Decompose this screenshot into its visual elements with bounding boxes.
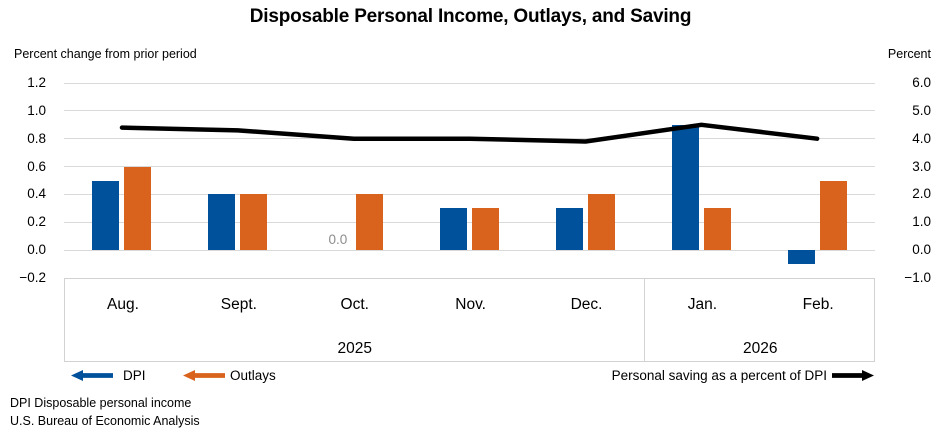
left-axis-tick-label: 0.2 — [27, 214, 46, 230]
month-label-oct: Oct. — [340, 296, 369, 313]
gridline — [64, 166, 875, 168]
gridline — [64, 193, 875, 195]
dpi-bar-feb — [787, 250, 815, 265]
month-label-nov: Nov. — [455, 296, 486, 313]
right-axis-tick-label: 2.0 — [912, 186, 931, 202]
dpi-bar-sept — [208, 194, 236, 251]
right-axis-tick-label: −1.0 — [904, 270, 931, 285]
right-axis-tick-label: 1.0 — [912, 214, 931, 230]
left-axis-tick-label: 0.6 — [27, 158, 46, 174]
left-axis-tick-label: −0.2 — [19, 270, 46, 285]
right-axis-tick-label: 5.0 — [912, 102, 931, 118]
outlays-legend-arrow-icon — [183, 370, 225, 381]
footnotes: DPI Disposable personal income U.S. Bure… — [10, 394, 200, 430]
gridline — [64, 249, 875, 251]
footnote-source: U.S. Bureau of Economic Analysis — [10, 414, 200, 428]
outlays-bar-feb — [819, 180, 847, 251]
month-label-feb: Feb. — [802, 296, 834, 313]
gridline — [64, 110, 875, 112]
dpi-bar-dec — [556, 208, 584, 251]
dpi-legend-label: DPI — [123, 368, 146, 383]
left-axis-tick-label: 1.0 — [27, 102, 46, 118]
dpi-bar-aug — [92, 180, 120, 251]
dpi-legend-arrow-icon — [71, 370, 113, 381]
gridline — [64, 82, 875, 84]
year-label: 2025 — [337, 340, 372, 357]
left-axis-tick-label: 0.4 — [27, 186, 46, 202]
year-section-divider — [643, 279, 645, 361]
chart-title: Disposable Personal Income, Outlays, and… — [249, 6, 692, 27]
saving-line-legend-arrow-icon — [832, 370, 874, 381]
right-axis-tick-label: 0.0 — [912, 242, 931, 258]
month-label-aug: Aug. — [107, 296, 139, 313]
plot-area: 0.0 — [64, 82, 875, 279]
month-label-dec: Dec. — [570, 296, 603, 313]
right-axis-tick-label: 3.0 — [912, 158, 931, 174]
footnote-dpi-definition: DPI Disposable personal income — [10, 396, 192, 410]
zero-value-label: 0.0 — [328, 232, 348, 248]
outlays-legend-label: Outlays — [230, 368, 276, 383]
chart-legend: DPI Outlays Personal saving as a percent… — [0, 366, 941, 386]
dpi-bar-nov — [440, 208, 468, 251]
outlays-bar-sept — [240, 194, 268, 251]
outlays-bar-dec — [588, 194, 616, 251]
right-axis-caption: Percent — [887, 47, 931, 61]
gridline — [64, 221, 875, 223]
saving-line-legend-label: Personal saving as a percent of DPI — [611, 368, 827, 383]
right-axis-tick-label: 6.0 — [912, 75, 931, 90]
left-axis-tick-label: 1.2 — [27, 75, 46, 90]
outlays-bar-aug — [124, 166, 152, 251]
year-label: 2026 — [743, 340, 778, 357]
dpi-bar-jan — [671, 124, 699, 251]
month-label-jan: Jan. — [687, 296, 718, 313]
outlays-bar-oct — [356, 194, 384, 251]
month-label-sept: Sept. — [220, 296, 257, 313]
outlays-bar-nov — [472, 208, 500, 251]
category-axis: 2025 Aug. Sept. Oct. Nov. Dec. 2026 Jan. Feb. — [64, 278, 875, 362]
left-axis-caption: Percent change from prior period — [14, 47, 197, 61]
saving-rate-line — [119, 122, 820, 144]
left-axis-tick-label: 0.0 — [27, 242, 46, 258]
left-axis-tick-label: 0.8 — [27, 130, 46, 146]
right-axis-tick-label: 4.0 — [912, 130, 931, 146]
outlays-bar-jan — [703, 208, 731, 251]
